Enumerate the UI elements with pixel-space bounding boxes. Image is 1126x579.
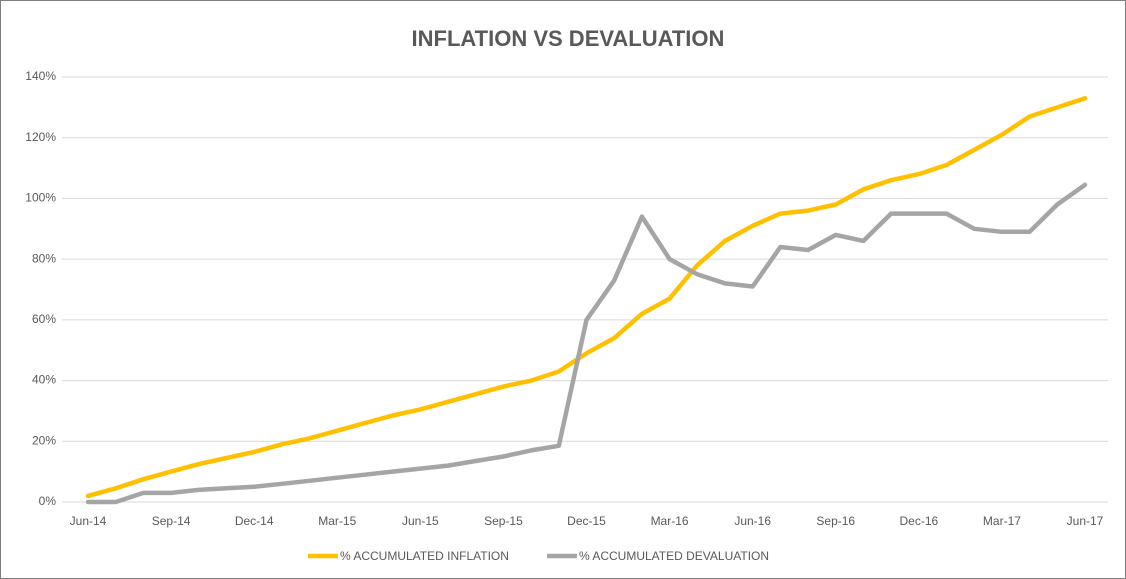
x-tick-label: Mar-17: [983, 514, 1021, 528]
chart-title: INFLATION VS DEVALUATION: [412, 26, 725, 51]
x-tick-label: Sep-16: [816, 514, 855, 528]
y-tick-label: 20%: [32, 433, 56, 447]
y-tick-label: 0%: [39, 494, 57, 508]
data-line: [85, 182, 1088, 505]
data-line: [85, 96, 1088, 499]
y-tick-label: 60%: [32, 312, 56, 326]
x-tick-label: Mar-15: [318, 514, 356, 528]
y-tick-label: 140%: [25, 69, 56, 83]
legend-label: % ACCUMULATED DEVALUATION: [579, 549, 769, 563]
x-tick-label: Dec-16: [899, 514, 938, 528]
y-tick-label: 80%: [32, 251, 56, 265]
legend-label: % ACCUMULATED INFLATION: [340, 549, 509, 563]
x-tick-label: Sep-15: [484, 514, 523, 528]
x-tick-label: Mar-16: [651, 514, 689, 528]
x-tick-label: Sep-14: [152, 514, 191, 528]
x-tick-label: Jun-14: [70, 514, 107, 528]
x-tick-label: Jun-15: [402, 514, 439, 528]
x-tick-label: Dec-15: [567, 514, 606, 528]
y-tick-label: 120%: [25, 130, 56, 144]
x-tick-label: Jun-16: [734, 514, 771, 528]
y-tick-label: 40%: [32, 373, 56, 387]
x-tick-label: Dec-14: [235, 514, 274, 528]
x-tick-label: Jun-17: [1067, 514, 1104, 528]
y-tick-label: 100%: [25, 191, 56, 205]
